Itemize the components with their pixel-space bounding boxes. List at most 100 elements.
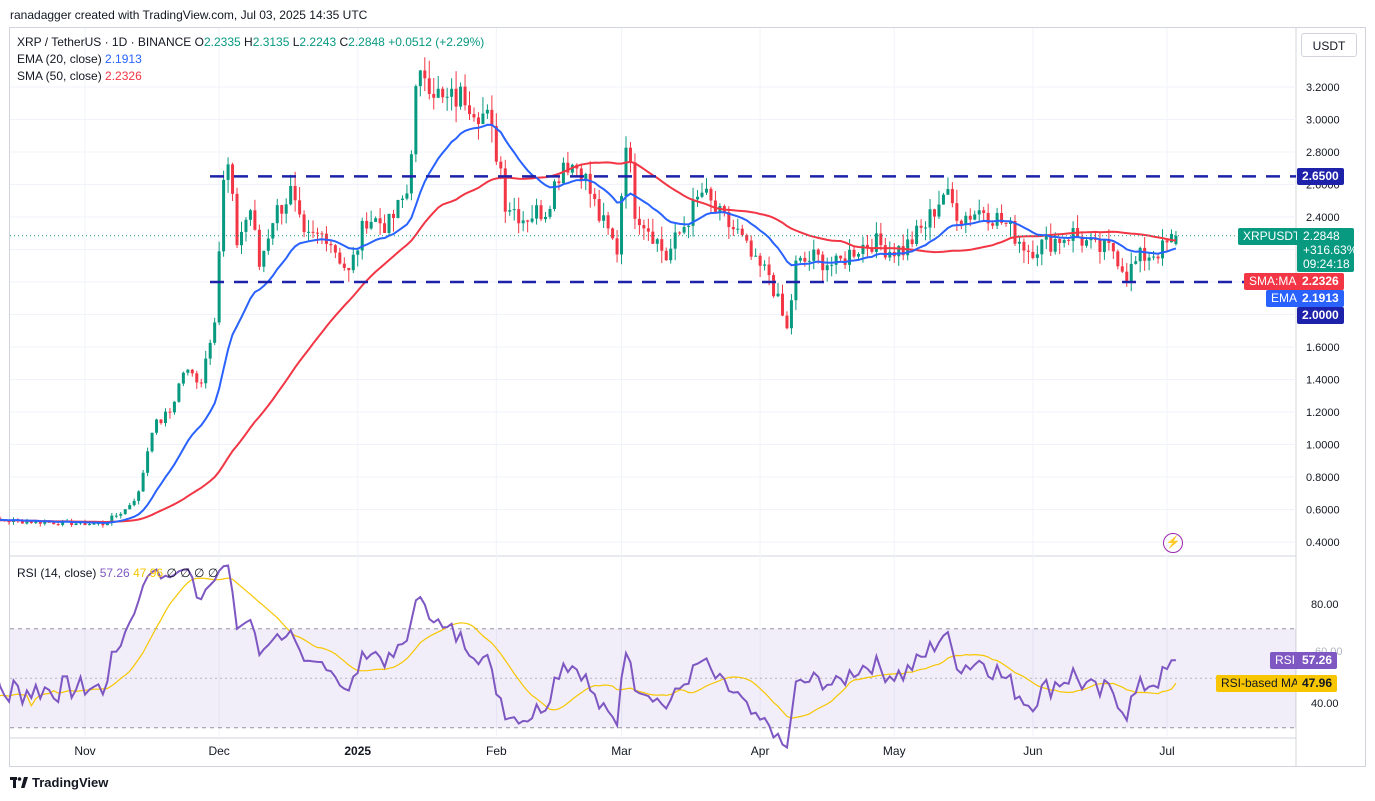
price-tick-label: 0.6000 bbox=[1306, 505, 1340, 517]
last-price-pct: +316.63% bbox=[1303, 243, 1358, 257]
close-value: 2.2848 bbox=[348, 35, 385, 49]
candle-body bbox=[1067, 239, 1071, 241]
candle-body bbox=[499, 161, 503, 169]
candle-body bbox=[1125, 271, 1129, 282]
currency-button[interactable]: USDT bbox=[1301, 33, 1357, 57]
candle-body bbox=[611, 228, 615, 239]
candle-body bbox=[231, 164, 235, 194]
price-tick-label: 2.4000 bbox=[1306, 212, 1340, 224]
candle-body bbox=[839, 255, 843, 259]
candle-body bbox=[271, 223, 275, 239]
candle-body bbox=[302, 214, 306, 233]
candle-body bbox=[588, 173, 592, 194]
candle-body bbox=[423, 70, 427, 79]
candle-body bbox=[150, 432, 154, 452]
candle-body bbox=[356, 250, 360, 255]
candle-body bbox=[763, 264, 767, 266]
candle-body bbox=[441, 88, 445, 98]
candle-body bbox=[1000, 212, 1004, 223]
candle-body bbox=[830, 264, 834, 266]
candle-body bbox=[468, 105, 472, 115]
candle-body bbox=[266, 238, 270, 251]
candle-body bbox=[803, 257, 807, 262]
candle-body bbox=[454, 88, 458, 107]
candle-body bbox=[919, 225, 923, 228]
candle-body bbox=[284, 204, 288, 214]
candle-body bbox=[177, 383, 181, 402]
candle-body bbox=[405, 193, 409, 199]
price-tick-label: 0.4000 bbox=[1306, 537, 1340, 549]
candle-body bbox=[789, 300, 793, 329]
candle-body bbox=[794, 260, 798, 301]
candle-body bbox=[1152, 256, 1156, 258]
candle-body bbox=[338, 252, 342, 264]
candle-body bbox=[262, 250, 266, 267]
candle-body bbox=[557, 181, 561, 184]
rsi-legend-value: 57.26 bbox=[99, 566, 130, 580]
rsi-value-tag: 57.26 bbox=[1297, 652, 1338, 669]
candle-body bbox=[436, 88, 440, 98]
candle-body bbox=[1156, 256, 1160, 259]
candle-body bbox=[141, 472, 145, 492]
candle-body bbox=[642, 225, 646, 229]
candle-body bbox=[101, 523, 105, 526]
price-tick-label: 1.0000 bbox=[1306, 440, 1340, 452]
candle-body bbox=[1026, 250, 1030, 252]
close-label: C bbox=[339, 35, 349, 49]
high-value: 2.3135 bbox=[252, 35, 290, 49]
sma-tag-label: SMA:MA bbox=[1244, 273, 1302, 290]
price-tick-label: 1.6000 bbox=[1306, 342, 1340, 354]
time-axis: Nov Dec 2025 Feb Mar Apr May Jun Jul bbox=[74, 744, 1174, 758]
candle-body bbox=[400, 198, 404, 200]
candle-body bbox=[208, 342, 212, 359]
candle-body bbox=[213, 322, 217, 343]
candle-body bbox=[409, 154, 413, 194]
candle-body bbox=[298, 200, 302, 215]
candle-body bbox=[664, 250, 668, 261]
candle-body bbox=[155, 419, 159, 433]
candle-body bbox=[1053, 238, 1057, 252]
candle-body bbox=[758, 255, 762, 266]
candle-body bbox=[991, 223, 995, 226]
candle-body bbox=[333, 245, 337, 253]
rsi-ma-legend-value: 47.96 bbox=[133, 566, 164, 580]
candle-body bbox=[977, 210, 981, 215]
moving-averages bbox=[0, 123, 1177, 524]
candle-body bbox=[38, 520, 42, 524]
candle-body bbox=[539, 205, 543, 220]
ema-legend-label: EMA (20, close) bbox=[17, 52, 102, 66]
candle-body bbox=[1035, 254, 1039, 258]
candle-body bbox=[1031, 251, 1035, 258]
candle-body bbox=[494, 126, 498, 162]
candle-body bbox=[1138, 247, 1142, 262]
bar-countdown: 09:24:18 bbox=[1303, 257, 1350, 271]
candle-body bbox=[848, 249, 852, 265]
candle-body bbox=[293, 185, 297, 201]
candle-body bbox=[137, 491, 141, 501]
candle-body bbox=[906, 239, 910, 256]
time-tick-label: Jun bbox=[1023, 744, 1042, 758]
candle-body bbox=[669, 248, 673, 261]
candle-body bbox=[633, 162, 637, 219]
tradingview-logo[interactable]: TradingView bbox=[10, 775, 108, 790]
candle-body bbox=[637, 218, 641, 226]
time-tick-label: Mar bbox=[611, 744, 632, 758]
sma-legend: SMA (50, close) 2.2326 bbox=[17, 69, 142, 83]
candle-body bbox=[584, 173, 588, 182]
candle-body bbox=[579, 168, 583, 182]
candle-body bbox=[195, 373, 199, 383]
ema-20-line bbox=[0, 123, 1177, 524]
candle-body bbox=[812, 249, 816, 261]
candle-body bbox=[1165, 240, 1169, 243]
rsi-ma-value-tag: 47.96 bbox=[1297, 675, 1338, 692]
candle-body bbox=[749, 240, 753, 257]
candle-body bbox=[897, 246, 901, 257]
ema-legend-value: 2.1913 bbox=[105, 52, 142, 66]
candle-body bbox=[1044, 235, 1048, 240]
candle-body bbox=[414, 86, 418, 155]
tradingview-logo-icon bbox=[10, 776, 28, 788]
lightning-icon[interactable]: ⚡ bbox=[1163, 533, 1183, 553]
candle-body bbox=[798, 257, 802, 261]
candle-body bbox=[740, 228, 744, 236]
